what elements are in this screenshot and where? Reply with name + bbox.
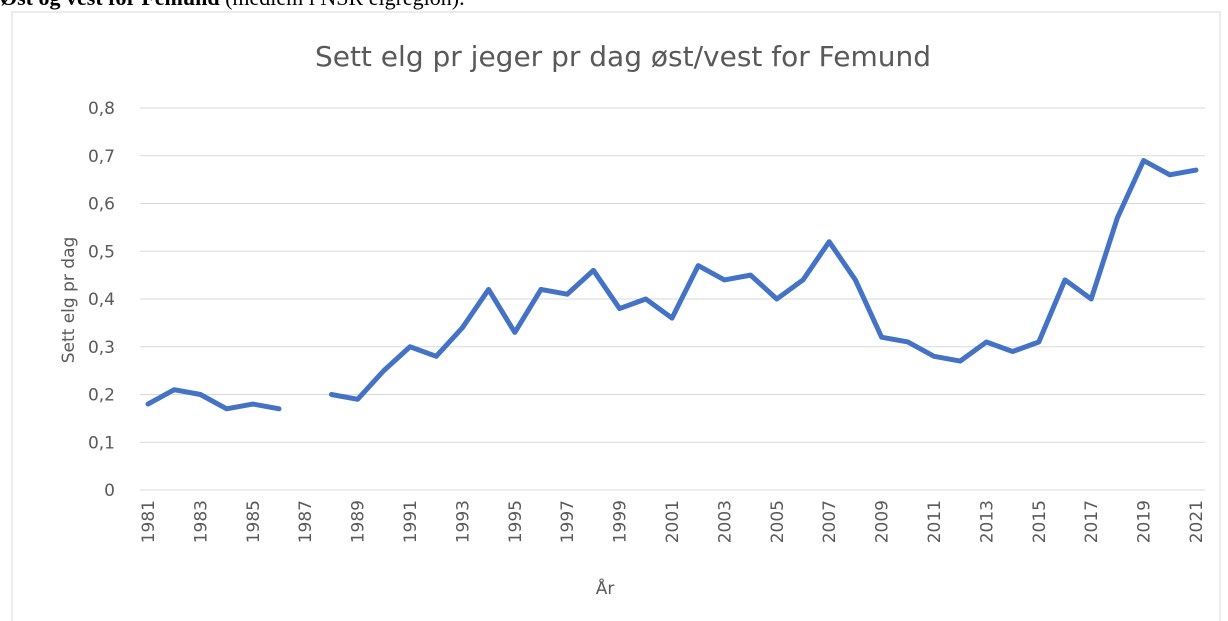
x-tick-label: 2011 [925,500,945,543]
x-tick-label: 2021 [1187,500,1207,543]
y-tick-label: 0 [104,481,115,501]
heading-rest: (medlem i NSR elgregion). [220,0,465,10]
y-tick-label: 0,5 [88,242,115,262]
heading: Øst og vest for Femund (medlem i NSR elg… [0,0,465,10]
x-tick-label: 1981 [139,500,159,543]
x-tick-label: 1983 [191,500,211,543]
heading-bold: Øst og vest for Femund [0,0,220,10]
x-tick-label: 1987 [296,500,316,543]
y-tick-label: 0,6 [88,195,115,215]
x-axis-label: År [596,577,615,599]
x-tick-label: 1991 [401,500,421,543]
x-tick-label: 1993 [453,500,473,543]
x-tick-label: 2017 [1082,500,1102,543]
x-tick-label: 2015 [1030,500,1050,543]
x-tick-label: 1989 [349,500,369,543]
x-tick-label: 2019 [1135,500,1155,543]
x-tick-label: 2001 [663,500,683,543]
x-tick-label: 2013 [977,500,997,543]
chart-frame [11,11,1221,621]
y-tick-label: 0,4 [88,290,115,310]
y-tick-label: 0,3 [88,338,115,358]
x-tick-label: 2009 [873,500,893,543]
y-tick-label: 0,2 [88,386,115,406]
x-tick-label: 1995 [506,500,526,543]
x-tick-label: 2003 [715,500,735,543]
data-line [145,158,1199,412]
y-tick-label: 0,1 [88,433,115,453]
x-tick-label: 1985 [244,500,264,543]
y-tick-label: 0,7 [88,147,115,167]
y-axis-label: Sett elg pr dag [59,237,79,364]
chart-title: Sett elg pr jeger pr dag øst/vest for Fe… [315,40,931,73]
x-tick-label: 2007 [820,500,840,543]
y-tick-label: 0,8 [88,99,115,119]
x-tick-label: 1997 [558,500,578,543]
x-tick-label: 1999 [611,500,631,543]
x-tick-label: 2005 [768,500,788,543]
